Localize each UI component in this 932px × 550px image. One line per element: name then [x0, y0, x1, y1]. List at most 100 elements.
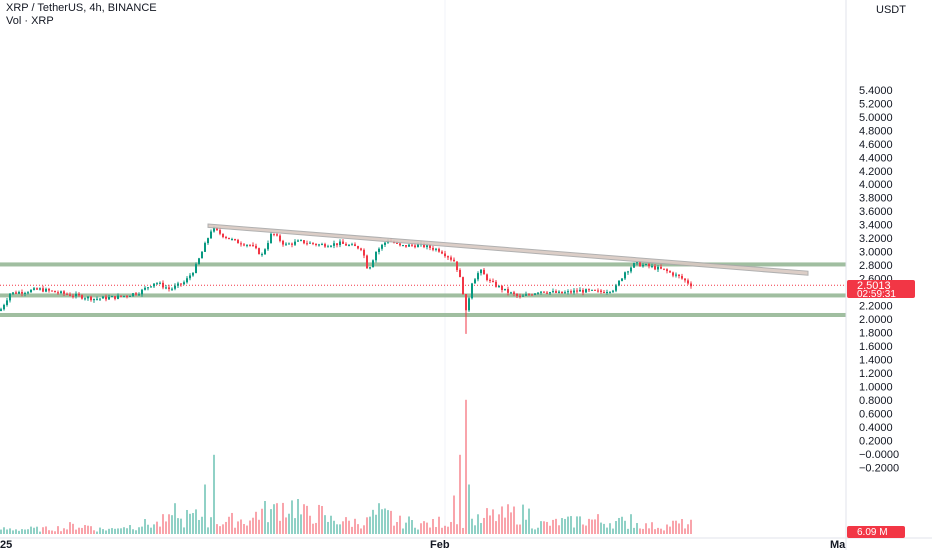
candle-body [174, 285, 176, 289]
candle-body [588, 289, 590, 291]
volume-bar [486, 508, 488, 534]
volume-bar [495, 521, 497, 534]
candle-body [483, 269, 485, 275]
volume-bar [255, 511, 257, 534]
candle-body [357, 246, 359, 249]
candle-body [111, 296, 113, 298]
candle-body [465, 294, 467, 311]
volume-bar [588, 518, 590, 534]
candle-body [33, 288, 35, 290]
volume-bar [312, 523, 314, 534]
candle-body [39, 288, 41, 290]
volume-bar [318, 504, 320, 534]
candle-body [153, 283, 155, 287]
volume-bar [237, 521, 239, 534]
volume-bar [285, 517, 287, 534]
candle-body [24, 292, 26, 294]
candle-body [504, 288, 506, 290]
candle-body [405, 245, 407, 247]
candle-body [273, 233, 275, 235]
candle-body [525, 294, 527, 296]
candle-body [630, 267, 632, 272]
volume-bar [225, 521, 227, 534]
volume-bar [573, 527, 575, 534]
volume-bar [183, 527, 185, 534]
volume-bar [48, 530, 50, 534]
candle-body [309, 242, 311, 244]
time-tick-label: 25 [0, 539, 12, 550]
candle-body [432, 247, 434, 250]
candle-body [633, 263, 635, 268]
volume-bar [645, 523, 647, 534]
volume-bar [459, 454, 461, 534]
volume-bar [477, 514, 479, 534]
price-tick-label: 0.2000 [859, 435, 893, 447]
candle-body [648, 264, 650, 267]
candle-body [651, 265, 653, 267]
candle-body [486, 274, 488, 281]
candle-body [147, 287, 149, 289]
volume-bar [60, 531, 62, 534]
price-tick-label: −0.2000 [859, 462, 899, 474]
candle-body [210, 231, 212, 239]
volume-bar [24, 529, 26, 534]
candle-body [312, 242, 314, 244]
candle-body [240, 243, 242, 245]
volume-bar [129, 525, 131, 534]
volume-bar [510, 512, 512, 534]
candle-body [582, 289, 584, 293]
volume-bar [261, 508, 263, 534]
volume-bar [219, 526, 221, 534]
candle-body [96, 298, 98, 300]
volume-bar [306, 505, 308, 534]
volume-bar [609, 523, 611, 534]
volume-bar [105, 530, 107, 534]
volume-bar [186, 509, 188, 534]
candle-body [156, 283, 158, 285]
candle-body [12, 292, 14, 294]
candle-body [459, 269, 461, 278]
candle-body [321, 244, 323, 246]
volume-bar [339, 524, 341, 534]
candle-body [444, 253, 446, 257]
candle-body [123, 295, 125, 297]
candle-body [159, 282, 161, 284]
candle-body [579, 289, 581, 292]
candle-body [141, 289, 143, 295]
price-tick-label: 3.2000 [859, 233, 893, 245]
candle-body [549, 292, 551, 294]
candle-body [0, 309, 2, 311]
volume-bar [555, 518, 557, 534]
candle-body [336, 243, 338, 246]
volume-bar [516, 524, 518, 534]
candle-body [555, 291, 557, 293]
candle-body [339, 241, 341, 246]
volume-bar [252, 517, 254, 534]
candle-body [423, 243, 425, 248]
candle-body [531, 294, 533, 296]
candle-body [417, 244, 419, 248]
candle-body [501, 286, 503, 290]
candle-body [537, 292, 539, 294]
volume-bar [162, 514, 164, 534]
candle-body [285, 243, 287, 245]
volume-bar [408, 516, 410, 534]
volume-bar [78, 527, 80, 534]
candle-body [510, 292, 512, 294]
candle-body [42, 288, 44, 292]
volume-bar [585, 525, 587, 534]
trendline [207, 223, 809, 276]
candle-body [564, 292, 566, 294]
current-volume-label: 6.09 M [857, 527, 888, 538]
volume-bar [390, 510, 392, 534]
volume-bar [564, 518, 566, 534]
volume-bar [315, 522, 317, 534]
price-tick-label: 3.4000 [859, 220, 893, 232]
volume-bar [180, 518, 182, 534]
volume-bar [198, 519, 200, 534]
volume-bar [12, 530, 14, 534]
volume-bar [108, 528, 110, 534]
candle-body [231, 238, 233, 240]
support-line-lower [0, 312, 846, 317]
